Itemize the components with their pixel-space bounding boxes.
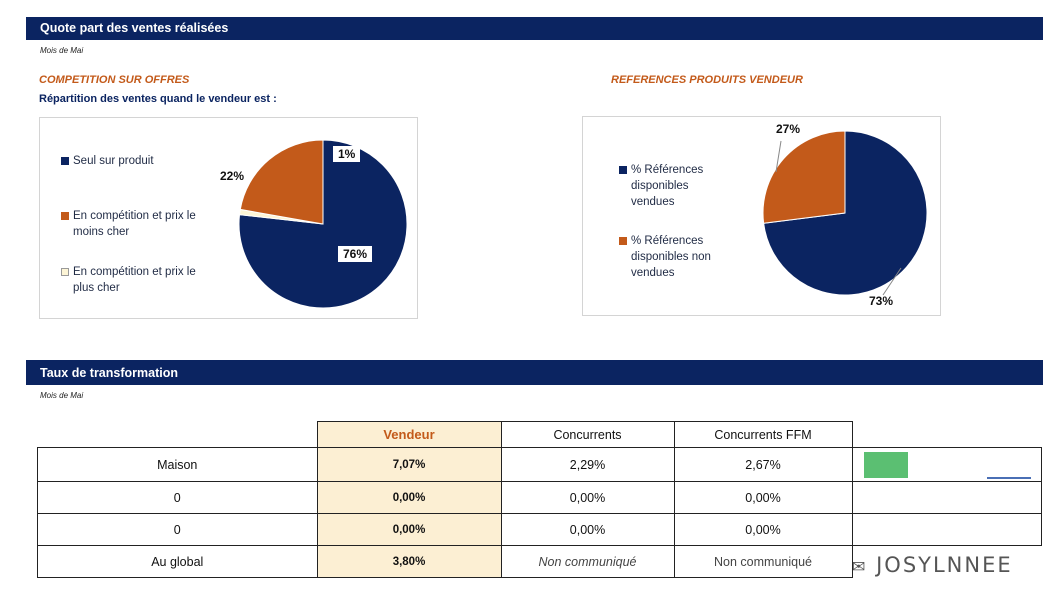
pie-slice-22pct <box>239 139 324 225</box>
pie-slice-27pct <box>762 130 846 224</box>
legend-line: vendues <box>631 196 675 208</box>
empty-cell <box>851 513 1042 546</box>
cell-concurrents: Non communiqué <box>500 545 675 578</box>
legend-line: % Références <box>631 235 704 247</box>
pie-label-27pct: 27% <box>776 122 801 136</box>
table-header-row: Vendeur Concurrents Concurrents FFM <box>38 421 1042 448</box>
legend-swatch-icon <box>61 268 69 276</box>
legend-swatch-icon <box>61 212 69 220</box>
transformation-table: Vendeur Concurrents Concurrents FFM Mais… <box>37 421 1042 578</box>
section-transformation-header: Taux de transformation <box>26 360 1043 385</box>
competition-heading: COMPETITION SUR OFFRES <box>39 74 190 86</box>
legend-line: plus cher <box>73 282 120 294</box>
legend-line: En compétition et prix le <box>73 266 196 278</box>
leader-line <box>882 267 902 296</box>
sparkline-cell <box>851 447 1042 482</box>
cell-concurrents: 2,29% <box>500 447 675 482</box>
legend-line: vendues <box>631 267 675 279</box>
legend-line: Seul sur produit <box>73 155 154 167</box>
cell-vendeur: 7,07% <box>316 447 502 482</box>
row-label: 0 <box>37 513 318 546</box>
table-corner <box>38 422 318 448</box>
repartition-subheading: Répartition des ventes quand le vendeur … <box>39 93 277 105</box>
pie-label-1pct: 1% <box>333 146 361 162</box>
references-pie-chart: % Références disponibles vendues % Référ… <box>582 116 941 316</box>
legend-line: En compétition et prix le <box>73 210 196 222</box>
green-bar <box>863 452 908 478</box>
section-quote-part-header: Quote part des ventes réalisées <box>26 17 1043 40</box>
legend-line: moins cher <box>73 226 130 238</box>
table-row: Au global 3,80% Non communiqué Non commu… <box>37 545 1042 578</box>
competition-pie <box>238 139 408 309</box>
legend-swatch-icon <box>619 166 627 174</box>
section-title: Taux de transformation <box>40 366 178 380</box>
cell-concurrents-ffm: 2,67% <box>673 447 853 482</box>
legend-swatch-icon <box>619 237 627 245</box>
cell-concurrents-ffm: 0,00% <box>673 481 853 514</box>
watermark: ✉ JOSYLNNEE <box>852 553 1013 577</box>
pie-slice-76pct <box>238 139 408 309</box>
legend-line: disponibles non <box>631 251 711 263</box>
legend-item: % Références disponibles vendues <box>619 162 703 210</box>
cell-concurrents-ffm: Non communiqué <box>673 545 853 578</box>
pie-label-22pct: 22% <box>220 169 245 183</box>
period-label: Mois de Mai <box>40 46 84 55</box>
column-header-concurrents-ffm: Concurrents FFM <box>673 421 853 448</box>
cell-concurrents: 0,00% <box>500 513 675 546</box>
table-row: Maison 7,07% 2,29% 2,67% <box>37 447 1042 482</box>
blue-bar <box>986 477 1031 479</box>
cell-vendeur: 0,00% <box>316 513 502 546</box>
leader-line <box>775 140 782 173</box>
section-title: Quote part des ventes réalisées <box>40 21 229 35</box>
pie-label-73pct: 73% <box>869 294 894 308</box>
row-label: 0 <box>37 481 318 514</box>
period-label: Mois de Mai <box>40 391 84 400</box>
column-header-concurrents: Concurrents <box>500 421 675 448</box>
column-header-vendeur: Vendeur <box>316 421 502 448</box>
legend-swatch-icon <box>61 157 69 165</box>
table-row: 0 0,00% 0,00% 0,00% <box>37 513 1042 546</box>
legend-item: En compétition et prix le plus cher <box>61 264 196 296</box>
legend-line: disponibles <box>631 180 689 192</box>
empty-cell <box>851 481 1042 514</box>
watermark-text: JOSYLNNEE <box>876 553 1013 577</box>
competition-pie-chart: Seul sur produit En compétition et prix … <box>39 117 418 319</box>
cell-concurrents: 0,00% <box>500 481 675 514</box>
legend-item: % Références disponibles non vendues <box>619 233 711 281</box>
cell-concurrents-ffm: 0,00% <box>673 513 853 546</box>
table-row: 0 0,00% 0,00% 0,00% <box>37 481 1042 514</box>
pie-label-76pct: 76% <box>338 246 373 262</box>
cell-vendeur: 0,00% <box>316 481 502 514</box>
legend-item: Seul sur produit <box>61 153 154 169</box>
legend-line: % Références <box>631 164 704 176</box>
row-label: Au global <box>37 545 318 578</box>
row-label: Maison <box>37 447 318 482</box>
references-pie <box>762 130 928 296</box>
table-corner <box>852 422 1042 448</box>
cell-vendeur: 3,80% <box>316 545 502 578</box>
wechat-icon: ✉ <box>852 557 868 576</box>
references-heading: REFERENCES PRODUITS VENDEUR <box>611 74 803 86</box>
legend-item: En compétition et prix le moins cher <box>61 208 196 240</box>
